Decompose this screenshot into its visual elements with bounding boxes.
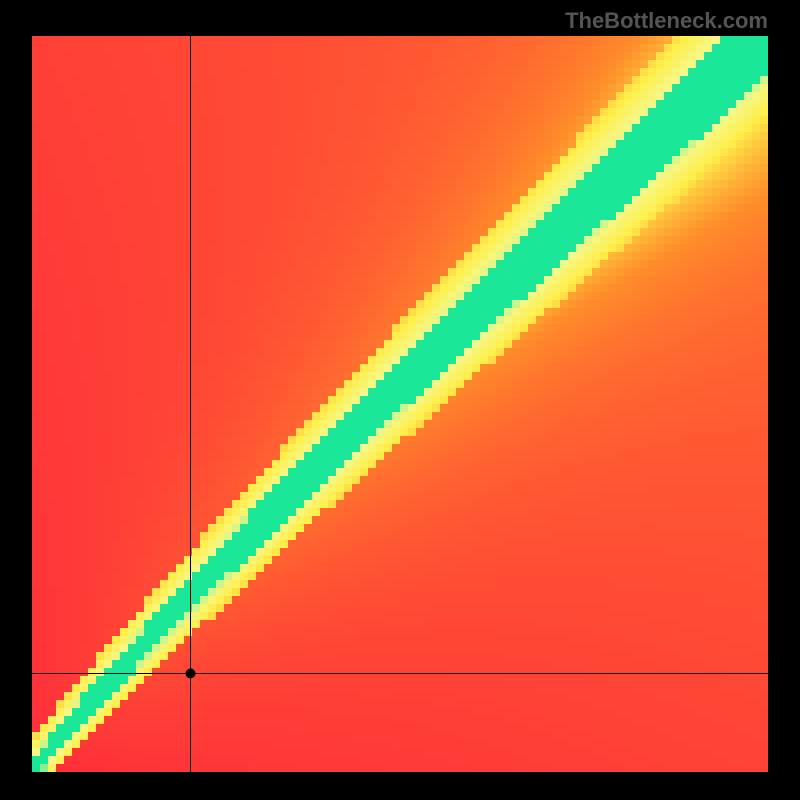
heatmap-canvas	[32, 36, 768, 772]
bottleneck-heatmap	[32, 36, 768, 772]
watermark-text: TheBottleneck.com	[565, 8, 768, 34]
